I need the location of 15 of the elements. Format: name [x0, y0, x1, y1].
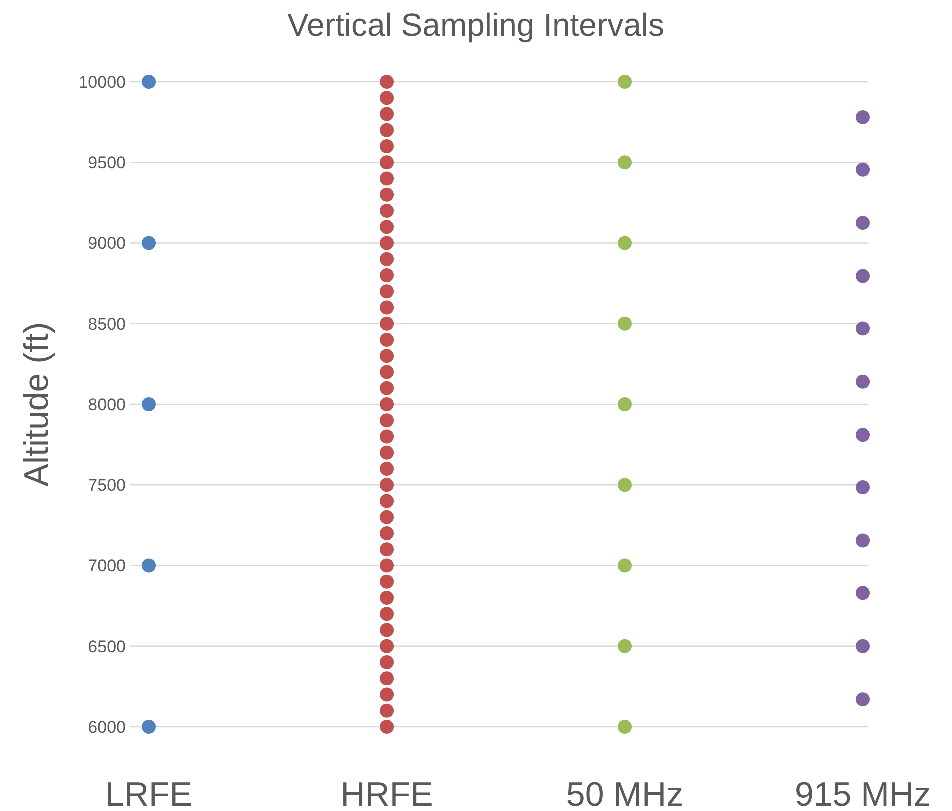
x-tick-label: HRFE — [340, 776, 434, 811]
y-tick-label: 8000 — [88, 395, 126, 414]
y-tick-label: 9500 — [88, 154, 126, 173]
y-tick-label: 7500 — [88, 476, 126, 496]
y-tick-label: 8500 — [88, 314, 126, 334]
x-tick-label: 50 MHz — [566, 776, 684, 811]
x-tick-label: LRFE — [106, 776, 192, 811]
y-tick-label: 10000 — [78, 72, 126, 92]
y-axis-title: Altitude (ft) — [18, 322, 56, 487]
y-tick-label: 9000 — [88, 234, 126, 254]
y-tick-label: 7000 — [88, 556, 126, 576]
x-tick-label: 915 MHz — [794, 776, 932, 811]
chart-title: Vertical Sampling Intervals — [287, 7, 665, 43]
y-tick-label: 6000 — [88, 718, 126, 737]
y-tick-label: 6500 — [88, 637, 126, 656]
